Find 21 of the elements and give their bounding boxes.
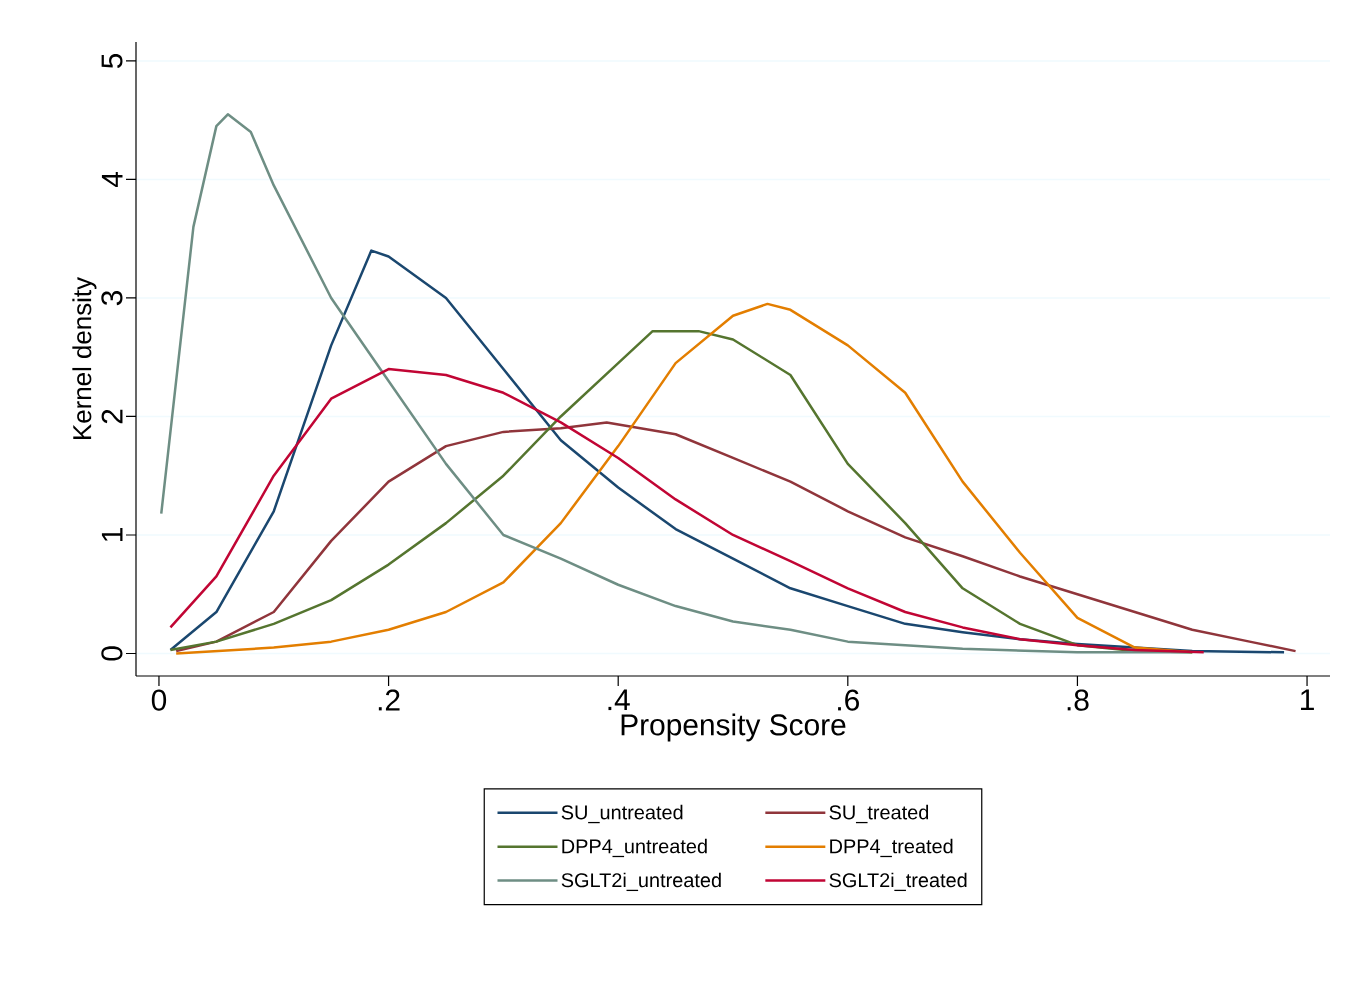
- x-tick-label: .8: [1067, 689, 1089, 711]
- x-tick-label: 0: [151, 689, 167, 711]
- x-axis-title: Propensity Score: [621, 713, 846, 742]
- x-tick-label: .6: [838, 689, 859, 711]
- legend-label: DPP4_untreated: [562, 838, 707, 858]
- legend-label: SU_treated: [829, 804, 929, 824]
- y-tick-label: 1: [101, 528, 123, 542]
- x-tick-label: .2: [378, 689, 400, 711]
- y-tick-label: 2: [101, 409, 123, 424]
- y-axis-title: Kernel density: [72, 277, 97, 439]
- y-tick-label: 4: [101, 172, 123, 188]
- legend-label: SU_untreated: [561, 804, 683, 824]
- y-tick-label: 0: [101, 646, 123, 661]
- legend-label: DPP4_treated: [830, 838, 953, 858]
- line-series: [160, 113, 1194, 654]
- x-tick-label: .4: [608, 689, 630, 711]
- legend-label: SGLT2i_treated: [829, 872, 967, 892]
- x-tick-label: 1: [1301, 689, 1314, 711]
- y-tick-label: 3: [101, 290, 123, 306]
- legend-label: SGLT2i_untreated: [561, 872, 721, 892]
- y-tick-label: 5: [101, 53, 123, 69]
